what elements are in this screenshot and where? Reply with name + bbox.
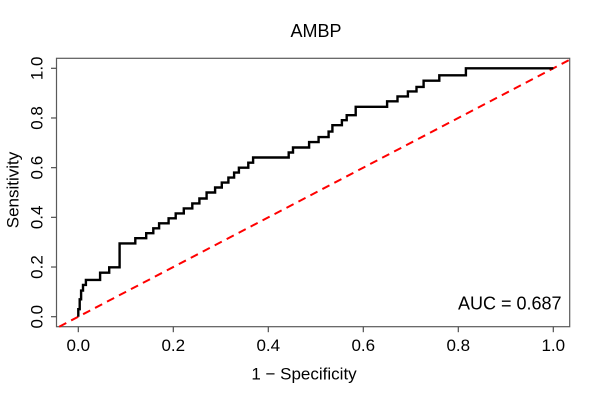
y-tick-label: 0.8 [28,106,47,130]
x-tick-label: 0.6 [351,336,375,355]
y-tick-label: 0.0 [28,305,47,329]
y-tick-label: 0.4 [28,206,47,230]
roc-curve-line [77,67,554,317]
y-tick-label: 0.6 [28,156,47,180]
x-tick-label: 1.0 [541,336,565,355]
x-axis-tick-labels: 0.0 0.2 0.4 0.6 0.8 1.0 [66,336,565,355]
x-tick-label: 0.8 [446,336,470,355]
auc-annotation: AUC = 0.687 [458,294,562,314]
x-tick-label: 0.4 [256,336,280,355]
y-axis-ticks [51,67,57,318]
y-tick-label: 1.0 [28,56,47,80]
y-tick-label: 0.2 [28,255,47,279]
x-axis-label: 1 − Specificity [251,365,357,384]
y-axis-tick-labels: 0.0 0.2 0.4 0.6 0.8 1.0 [28,56,47,328]
x-axis-ticks [77,326,554,333]
x-tick-label: 0.2 [161,336,185,355]
chance-diagonal-line [58,58,571,328]
y-axis-label: Sensitivity [4,151,23,228]
plot-box [55,57,571,328]
plot-title: AMBP [290,21,341,41]
x-tick-label: 0.0 [66,336,90,355]
